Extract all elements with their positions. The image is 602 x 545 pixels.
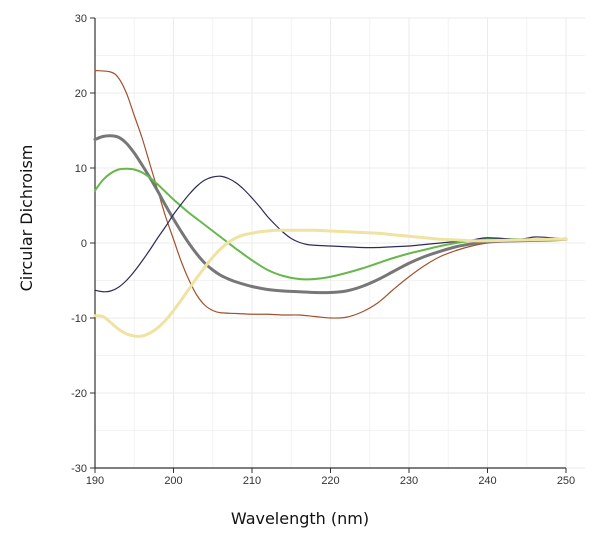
y-tick-label: -10 (71, 313, 87, 325)
x-tick-label: 220 (321, 475, 339, 487)
series-line-5 (93, 228, 568, 338)
y-tick-label: 30 (75, 13, 87, 25)
series-line-3 (94, 167, 567, 281)
y-tick-label: 0 (81, 238, 87, 250)
series-line-4 (94, 175, 567, 293)
x-tick-label: 210 (243, 475, 261, 487)
x-tick-label: 230 (400, 475, 418, 487)
x-axis-title: Wavelength (nm) (231, 509, 369, 528)
series-line-2 (93, 134, 568, 295)
x-tick-label: 190 (86, 475, 104, 487)
y-tick-label: -20 (71, 388, 87, 400)
grid-lines (94, 17, 585, 469)
y-tick-label: 20 (75, 88, 87, 100)
axes (90, 17, 567, 473)
series-lines (93, 69, 568, 338)
y-axis-title: Circular Dichroism (17, 145, 36, 292)
y-tick-label: -30 (71, 463, 87, 475)
x-tick-label: 250 (557, 475, 575, 487)
y-tick-label: 10 (75, 163, 87, 175)
x-tick-label: 240 (478, 475, 496, 487)
tick-labels: -30 -20 -10 0 10 20 30 190 200 210 220 230 240 250 (71, 13, 575, 487)
x-tick-label: 200 (164, 475, 182, 487)
series-line-1 (94, 69, 567, 319)
